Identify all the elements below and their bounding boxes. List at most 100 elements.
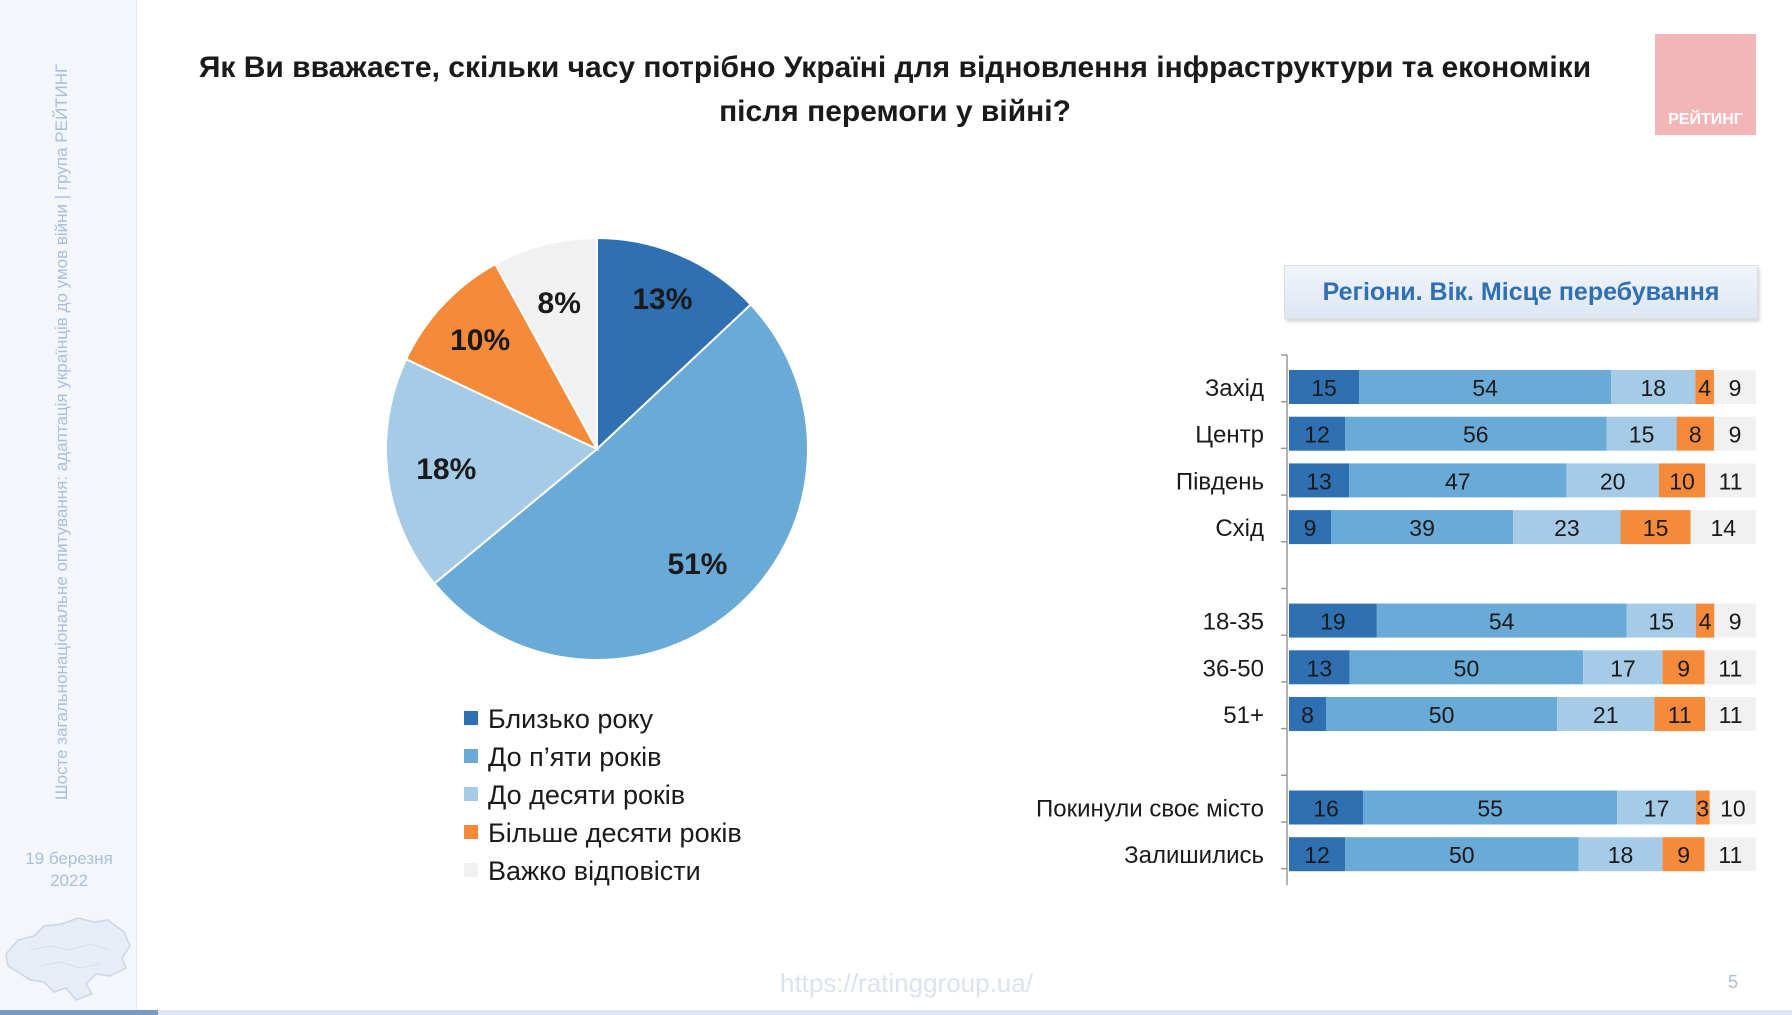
bar-segment	[1345, 416, 1607, 451]
pie-slice-label: 10%	[450, 324, 510, 357]
bottom-bar	[0, 1010, 1792, 1015]
bar-segment-value: 21	[1593, 702, 1619, 728]
bar-segment-value: 9	[1729, 422, 1742, 448]
bar-segment-value: 50	[1454, 655, 1480, 681]
bar-segment	[1606, 416, 1677, 451]
bar-segment	[1704, 837, 1756, 872]
bar-row-label: Покинули своє місто	[1036, 796, 1264, 823]
bar-segment-value: 12	[1304, 842, 1330, 868]
bar-segment-value: 11	[1718, 842, 1742, 868]
bar-segment	[1362, 790, 1618, 825]
bar-segment	[1705, 697, 1756, 731]
bar-segment	[1583, 650, 1663, 685]
bar-segment-value: 3	[1696, 796, 1709, 822]
legend-item: Близько року	[464, 700, 742, 738]
bar-segment-value: 19	[1320, 609, 1346, 635]
bar-segment-value: 23	[1554, 515, 1580, 541]
legend-item: Важко відповісти	[464, 852, 742, 890]
legend-swatch	[464, 824, 478, 839]
legend-swatch	[464, 710, 478, 725]
bar-segment-value: 47	[1445, 468, 1471, 494]
bar-segment-value: 17	[1644, 796, 1670, 822]
bar-segment	[1331, 510, 1514, 545]
bar-segment	[1713, 416, 1756, 451]
sidebar-date: 19 березня 2022	[25, 849, 113, 890]
bar-segment	[1325, 697, 1558, 731]
bar-segment-value: 9	[1729, 375, 1742, 401]
bar-segment	[1709, 790, 1756, 825]
footer-url: https://ratinggroup.ua/	[780, 968, 1033, 998]
bar-segment	[1662, 837, 1705, 872]
bar-segment-value: 11	[1668, 702, 1692, 728]
bar-segment	[1713, 370, 1756, 404]
bar-segment	[1690, 510, 1756, 545]
bar-segment	[1705, 463, 1756, 498]
bar-segment-value: 16	[1313, 796, 1339, 822]
pie-slice-label: 13%	[632, 283, 692, 316]
bar-segment-value: 13	[1307, 655, 1333, 681]
legend-label: До п’яти років	[488, 742, 662, 772]
bar-segment-value: 9	[1677, 655, 1690, 681]
bar-segment	[1345, 837, 1579, 872]
bar-segment	[1626, 603, 1696, 638]
bar-row-label: Схід	[1215, 515, 1264, 542]
bar-segment	[1289, 416, 1346, 451]
bar-segment	[1695, 370, 1714, 404]
bar-row-label: Залишились	[1124, 842, 1264, 869]
bar-segment-value: 50	[1429, 702, 1455, 728]
pie-slice-label: 18%	[416, 453, 476, 486]
bar-segment	[1714, 603, 1756, 638]
bar-segment	[1704, 650, 1756, 685]
bar-segment	[1578, 837, 1663, 872]
legend-swatch	[464, 786, 478, 801]
bar-row-label: 36-50	[1203, 655, 1264, 682]
bar-segment-value: 18	[1608, 842, 1634, 868]
bar-segment-value: 9	[1304, 515, 1317, 541]
bar-segment-value: 11	[1719, 702, 1743, 728]
legend-item: Більше десяти років	[464, 814, 742, 852]
bar-segment	[1513, 510, 1621, 545]
bar-segment-value: 4	[1698, 375, 1711, 401]
bar-segment-value: 9	[1729, 609, 1742, 635]
bar-segment-value: 10	[1720, 796, 1746, 822]
bar-segment	[1662, 650, 1705, 685]
bar-segment-value: 8	[1689, 422, 1702, 448]
bar-segment	[1289, 790, 1363, 825]
rating-logo: РЕЙТИНГ	[1655, 34, 1756, 135]
bar-segment	[1349, 650, 1584, 685]
bar-row-label: 18-35	[1203, 609, 1264, 636]
bar-segment-value: 12	[1304, 422, 1330, 448]
bar-segment	[1620, 510, 1691, 545]
bar-segment-value: 11	[1718, 655, 1742, 681]
bar-segment-value: 39	[1409, 515, 1435, 541]
bar-segment	[1658, 463, 1706, 498]
sidebar: Шосте загальнонаціональне опитування: ад…	[0, 0, 137, 1015]
rating-logo-text: РЕЙТИНГ	[1668, 111, 1743, 128]
legend-label: Близько року	[488, 704, 653, 734]
bar-segment-value: 54	[1489, 609, 1515, 635]
bar-segment-value: 56	[1463, 422, 1489, 448]
bar-segment	[1289, 603, 1377, 638]
legend-label: Більше десяти років	[488, 818, 742, 848]
bar-segment-value: 54	[1472, 375, 1498, 401]
bar-segment	[1695, 603, 1715, 638]
bar-segment-value: 8	[1301, 702, 1314, 728]
bar-segment-value: 20	[1600, 468, 1626, 494]
legend-swatch	[464, 748, 478, 763]
bar-segment-value: 4	[1699, 609, 1712, 635]
legend-label: Важко відповісти	[488, 856, 701, 886]
bar-segment-value: 50	[1449, 842, 1475, 868]
pie-slice-label: 51%	[667, 548, 727, 581]
bar-segment	[1359, 370, 1612, 404]
pie-slice	[385, 357, 599, 585]
bar-segment	[1566, 463, 1659, 498]
bar-segment-value: 14	[1711, 515, 1737, 541]
legend-item: До десяти років	[464, 776, 742, 814]
bar-segment-value: 15	[1643, 515, 1669, 541]
bar-segment	[1617, 790, 1696, 825]
bar-segment	[1611, 370, 1696, 404]
bar-row-label: Південь	[1176, 468, 1264, 495]
pie-slice	[493, 236, 598, 450]
bar-segment	[1289, 650, 1350, 685]
